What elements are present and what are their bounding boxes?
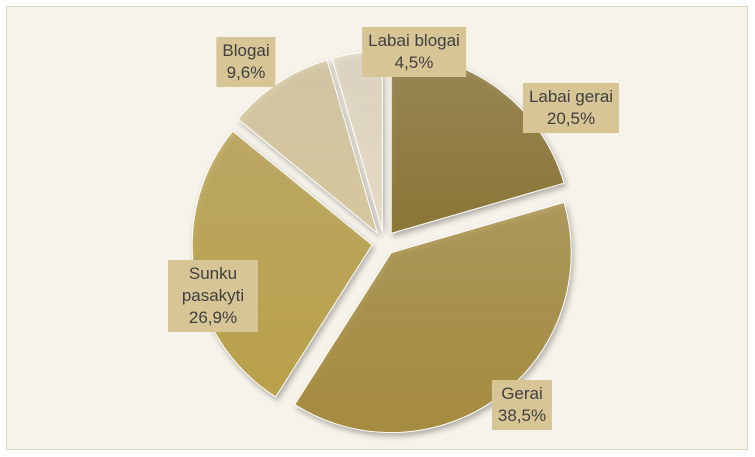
category-label: Blogai <box>222 41 270 60</box>
data-label: Blogai 9,6% <box>216 37 276 87</box>
value-label: 4,5% <box>394 53 434 72</box>
category-label: Sunku pasakyti <box>181 264 245 305</box>
data-label: Sunku pasakyti 26,9% <box>168 260 258 332</box>
value-label: 9,6% <box>226 63 266 82</box>
value-label: 20,5% <box>546 109 596 128</box>
data-label: Labai gerai 20,5% <box>522 83 620 133</box>
data-label: Gerai 38,5% <box>491 380 553 430</box>
data-label: Labai blogai 4,5% <box>362 27 466 77</box>
category-label: Labai blogai <box>368 31 460 50</box>
value-label: 26,9% <box>188 308 238 327</box>
value-label: 38,5% <box>497 406 547 425</box>
pie-slice <box>237 59 379 235</box>
category-label: Labai gerai <box>528 87 614 106</box>
category-label: Gerai <box>501 384 543 403</box>
pie-slice <box>390 52 565 235</box>
